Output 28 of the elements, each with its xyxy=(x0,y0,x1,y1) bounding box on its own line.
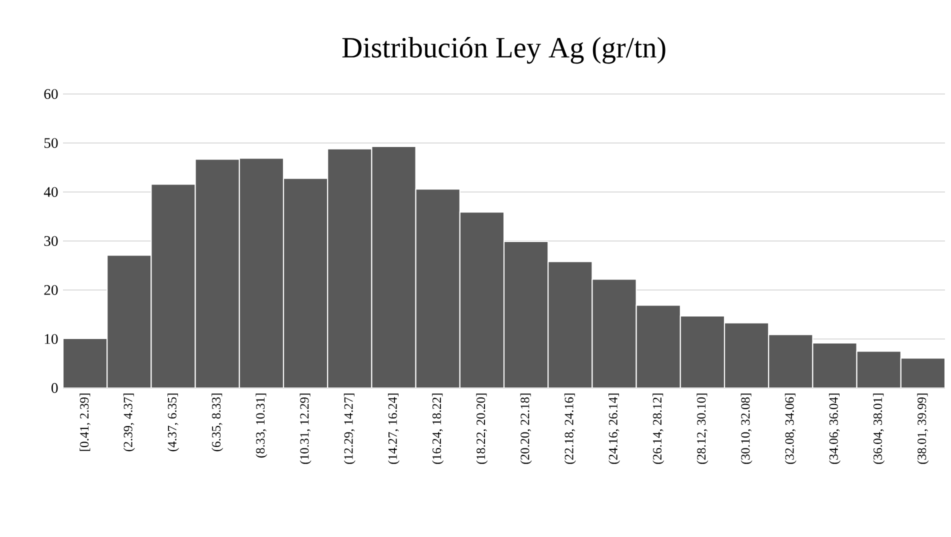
x-tick-label: (4.37, 6.35] xyxy=(168,394,179,452)
y-tick-label: 30 xyxy=(44,236,58,246)
x-tick-label: (14.27, 16.24] xyxy=(388,394,400,464)
y-tick-label: 20 xyxy=(44,285,58,295)
y-tick-label: 0 xyxy=(52,383,58,393)
x-tick-label: (16.24, 18.22] xyxy=(432,394,444,464)
x-tick-label: (24.16, 26.14] xyxy=(608,394,620,464)
x-tick-label: (28.12, 30.10] xyxy=(696,394,708,464)
y-tick-label: 60 xyxy=(44,89,58,99)
x-tick-label: (2.39, 4.37] xyxy=(123,394,135,452)
y-tick-label: 40 xyxy=(44,187,58,197)
x-tick-label: (12.29, 14.27] xyxy=(344,394,356,464)
x-tick-label: (26.14, 28.12] xyxy=(652,394,664,464)
chart-title: Distribución Ley Ag (gr/tn) xyxy=(342,36,666,64)
x-tick-label: (36.04, 38.01] xyxy=(873,394,885,464)
x-tick-label: (38.01, 39.99] xyxy=(917,394,929,464)
x-tick-label: (6.35, 8.33] xyxy=(212,394,224,452)
y-tick-label: 10 xyxy=(44,334,58,344)
x-tick-label: (32.08, 34.06] xyxy=(784,394,796,464)
x-tick-label: (20.20, 22.18] xyxy=(520,394,532,464)
y-tick-label: 50 xyxy=(44,138,58,148)
x-tick-label: (22.18, 24.16] xyxy=(564,394,576,464)
x-tick-label: (30.10, 32.08] xyxy=(740,394,752,464)
x-tick-label: (34.06, 36.04] xyxy=(829,394,840,464)
x-tick-label: (18.22, 20.20] xyxy=(476,394,488,464)
x-tick-label: (8.33, 10.31] xyxy=(256,394,268,458)
x-tick-label: [0.41, 2.39] xyxy=(80,394,90,451)
x-tick-label: (10.31, 12.29] xyxy=(300,394,312,464)
